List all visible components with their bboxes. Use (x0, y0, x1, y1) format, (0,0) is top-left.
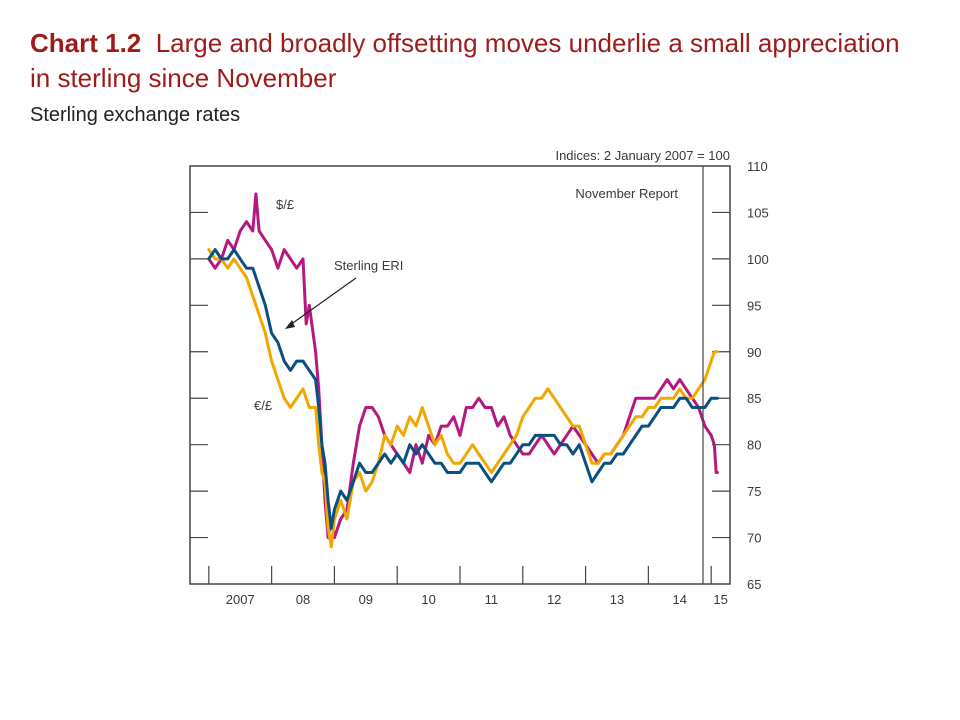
slide-title: Chart 1.2 Large and broadly offsetting m… (30, 26, 910, 96)
x-tick-label: 10 (421, 592, 435, 607)
x-tick-label: 13 (610, 592, 624, 607)
x-tick-label: 08 (296, 592, 310, 607)
usd-series-label: $/£ (276, 197, 295, 212)
eur-series-label: €/£ (254, 398, 273, 413)
eri-series-label: Sterling ERI (334, 258, 403, 273)
x-tick-label: 09 (359, 592, 373, 607)
chart-headline: Large and broadly offsetting moves under… (30, 28, 900, 93)
y-axis: 65 70 75 80 85 90 95 100 105 110 (190, 159, 769, 592)
series-line (207, 192, 719, 540)
november-report-label: November Report (575, 186, 678, 201)
y-tick-label: 95 (747, 298, 761, 313)
y-tick-label: 85 (747, 391, 761, 406)
series-line (207, 248, 719, 530)
series-lines (207, 192, 719, 549)
x-tick-label: 15 (713, 592, 727, 607)
eri-pointer-arrow (289, 277, 357, 326)
y-tick-label: 70 (747, 531, 761, 546)
chart-number: Chart 1.2 (30, 28, 142, 58)
y-tick-label: 65 (747, 577, 761, 592)
chart-annotations: Indices: 2 January 2007 = 100 November R… (254, 148, 730, 584)
units-label: Indices: 2 January 2007 = 100 (555, 148, 730, 163)
x-axis: 2007 08 09 10 11 12 13 14 15 (208, 566, 728, 607)
y-tick-label: 75 (747, 484, 761, 499)
y-tick-label: 80 (747, 438, 761, 453)
x-tick-label: 12 (547, 592, 561, 607)
plot-frame (189, 165, 731, 585)
chart-subtitle: Sterling exchange rates (30, 104, 241, 126)
y-tick-label: 100 (747, 252, 769, 267)
eri-pointer-arrowhead (285, 320, 295, 329)
x-tick-label: 11 (485, 592, 499, 607)
y-tick-label: 105 (747, 205, 769, 220)
x-tick-label: 14 (673, 592, 687, 607)
series-line (207, 248, 719, 549)
y-tick-label: 110 (747, 159, 768, 174)
x-tick-label: 2007 (226, 592, 255, 607)
y-tick-label: 90 (747, 345, 761, 360)
